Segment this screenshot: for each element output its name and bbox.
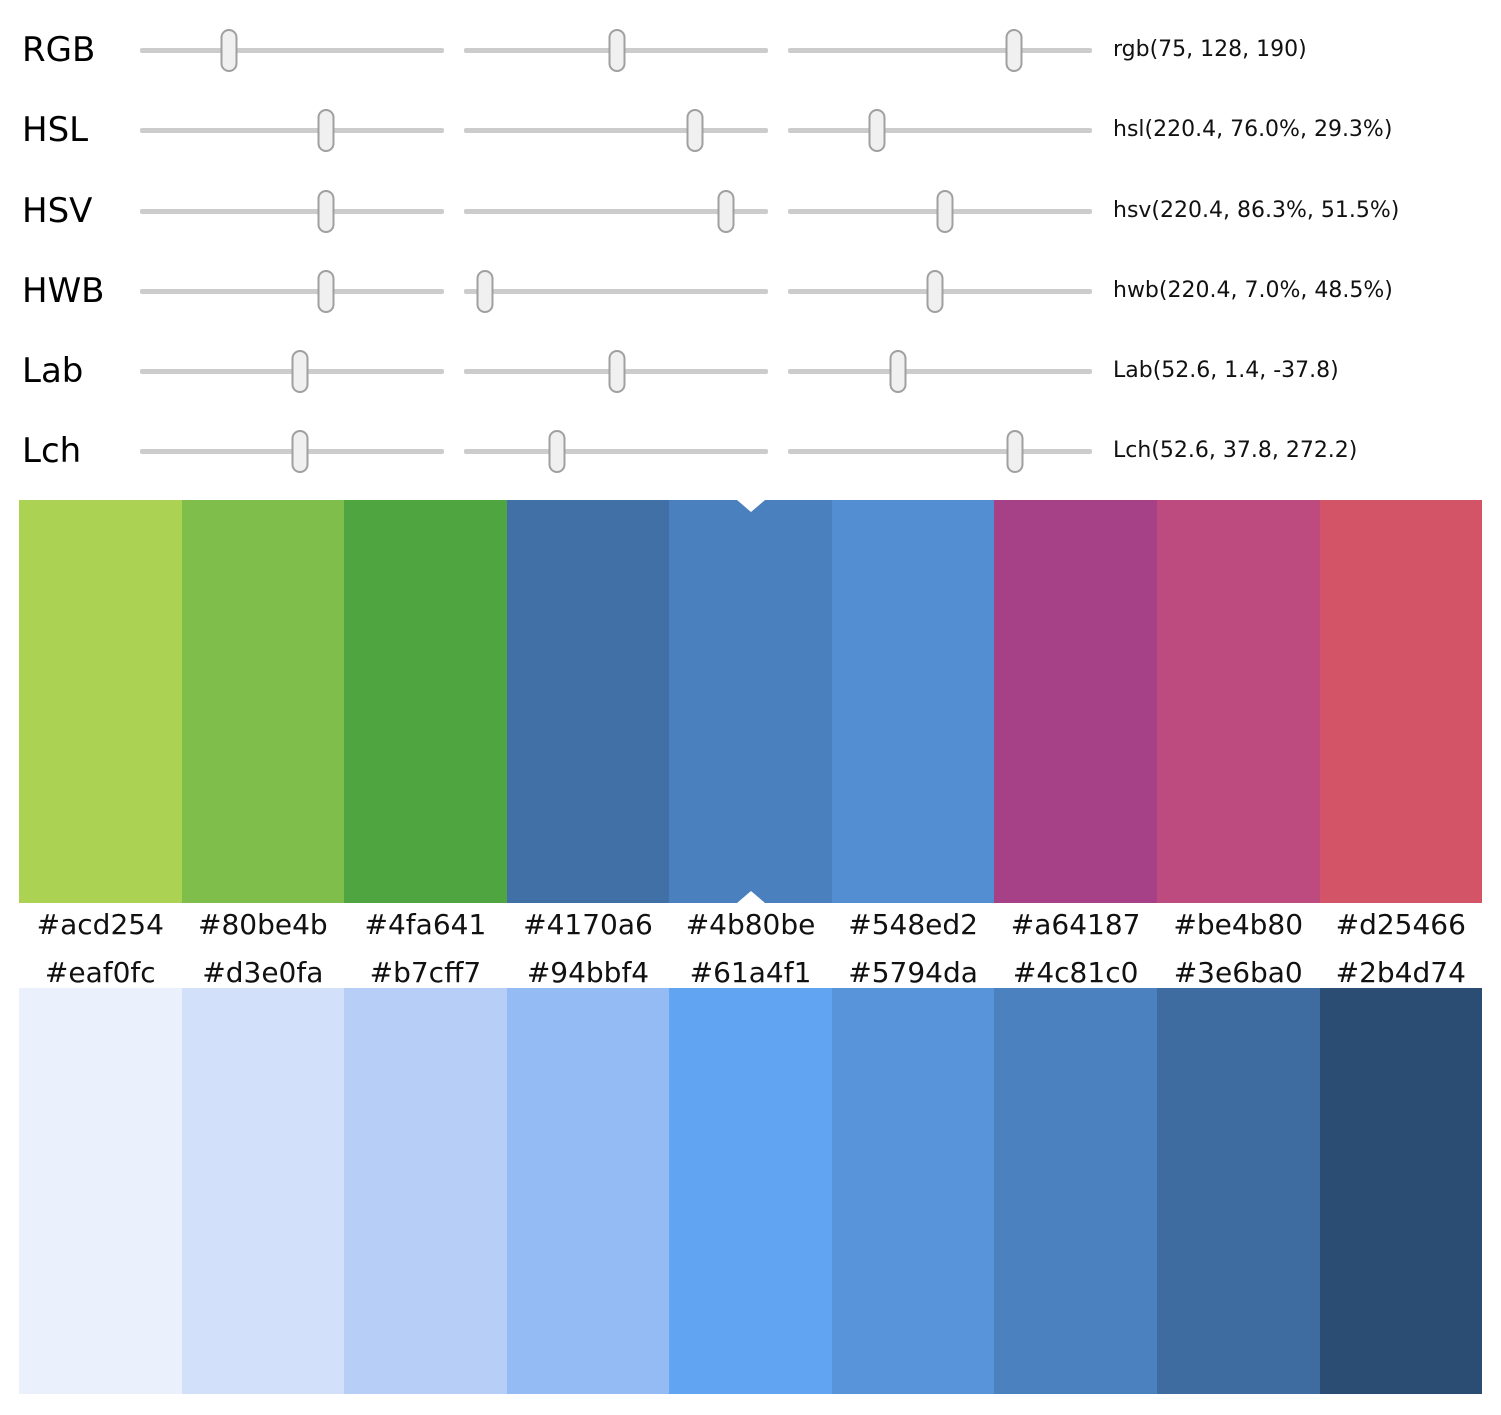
lab-value-label: Lab(52.6, 1.4, -37.8) bbox=[1113, 358, 1339, 383]
rgb-value-label: rgb(75, 128, 190) bbox=[1113, 37, 1307, 62]
scale-swatch-8[interactable] bbox=[1156, 988, 1320, 1394]
lch-l-slider-track[interactable] bbox=[140, 430, 444, 473]
hex-label: #4c81c0 bbox=[1012, 956, 1139, 989]
lab-a-slider-thumb[interactable] bbox=[608, 350, 626, 393]
selected-marker-bottom-icon bbox=[736, 891, 765, 903]
colorspace-label-hwb: HWB bbox=[22, 271, 105, 311]
hsl-hue-slider-track[interactable] bbox=[140, 109, 444, 152]
hsv-value-slider-track[interactable] bbox=[788, 190, 1092, 233]
hex-label: #a64187 bbox=[1010, 908, 1141, 941]
scheme-swatch-3[interactable] bbox=[344, 500, 507, 903]
lab-b-slider-track[interactable] bbox=[788, 350, 1092, 393]
rgb-green-slider-track[interactable] bbox=[464, 29, 768, 72]
rgb-red-slider-thumb[interactable] bbox=[220, 29, 238, 72]
hex-label: #4b80be bbox=[685, 908, 816, 941]
hex-label: #61a4f1 bbox=[689, 956, 812, 989]
hex-label: #d25466 bbox=[1335, 908, 1466, 941]
rgb-blue-slider-track[interactable] bbox=[788, 29, 1092, 72]
hex-label: #be4b80 bbox=[1173, 908, 1304, 941]
slider-row-hsv: HSV hsv(220.4, 86.3%, 51.5%) bbox=[0, 190, 1501, 233]
hwb-hue-slider-thumb[interactable] bbox=[317, 270, 335, 313]
colorspace-label-hsv: HSV bbox=[22, 191, 93, 231]
lch-hue-slider-track[interactable] bbox=[788, 430, 1092, 473]
scale-palette bbox=[19, 988, 1483, 1394]
hex-label: #94bbf4 bbox=[526, 956, 650, 989]
colorspace-label-hsl: HSL bbox=[22, 110, 89, 150]
hex-label: #4170a6 bbox=[523, 908, 653, 941]
lab-l-slider-thumb[interactable] bbox=[291, 350, 309, 393]
hsv-hue-slider-track[interactable] bbox=[140, 190, 444, 233]
hsv-saturation-slider-track[interactable] bbox=[464, 190, 768, 233]
scheme-swatch-8[interactable] bbox=[1156, 500, 1320, 903]
slider-row-hwb: HWB hwb(220.4, 7.0%, 48.5%) bbox=[0, 270, 1501, 313]
hwb-blackness-slider-track[interactable] bbox=[788, 270, 1092, 313]
hsl-hue-slider-thumb[interactable] bbox=[317, 109, 335, 152]
scale-swatch-1[interactable] bbox=[19, 988, 182, 1394]
scheme-swatch-7[interactable] bbox=[994, 500, 1157, 903]
hex-label: #2b4d74 bbox=[1335, 956, 1466, 989]
scale-swatch-9[interactable] bbox=[1319, 988, 1483, 1394]
hex-label: #4fa641 bbox=[364, 908, 487, 941]
scheme-swatch-5-selected[interactable] bbox=[669, 500, 832, 903]
lab-a-slider-track[interactable] bbox=[464, 350, 768, 393]
scheme-swatch-9[interactable] bbox=[1319, 500, 1483, 903]
colorspace-label-rgb: RGB bbox=[22, 30, 96, 70]
hsv-value-label: hsv(220.4, 86.3%, 51.5%) bbox=[1113, 198, 1400, 223]
scale-swatch-3[interactable] bbox=[344, 988, 507, 1394]
scheme-palette bbox=[19, 500, 1483, 903]
hsv-hue-slider-thumb[interactable] bbox=[317, 190, 335, 233]
scale-swatch-6[interactable] bbox=[831, 988, 995, 1394]
slider-row-lab: Lab Lab(52.6, 1.4, -37.8) bbox=[0, 350, 1501, 393]
hex-label: #b7cff7 bbox=[369, 956, 482, 989]
lch-chroma-slider-track[interactable] bbox=[464, 430, 768, 473]
hex-label: #5794da bbox=[848, 956, 978, 989]
scheme-swatch-1[interactable] bbox=[19, 500, 182, 903]
scheme-swatch-4[interactable] bbox=[506, 500, 670, 903]
selected-marker-top-icon bbox=[736, 500, 765, 512]
hwb-whiteness-slider-thumb[interactable] bbox=[476, 270, 494, 313]
hsl-saturation-slider-track[interactable] bbox=[464, 109, 768, 152]
lch-hue-slider-thumb[interactable] bbox=[1006, 430, 1024, 473]
scheme-swatch-2[interactable] bbox=[181, 500, 345, 903]
scale-swatch-2[interactable] bbox=[181, 988, 345, 1394]
colorspace-label-lch: Lch bbox=[22, 431, 82, 471]
colorspace-label-lab: Lab bbox=[22, 351, 84, 391]
scale-swatch-7[interactable] bbox=[994, 988, 1157, 1394]
hwb-hue-slider-track[interactable] bbox=[140, 270, 444, 313]
lch-value-label: Lch(52.6, 37.8, 272.2) bbox=[1113, 438, 1358, 463]
hwb-value-label: hwb(220.4, 7.0%, 48.5%) bbox=[1113, 278, 1393, 303]
lch-l-slider-thumb[interactable] bbox=[291, 430, 309, 473]
hsl-value-label: hsl(220.4, 76.0%, 29.3%) bbox=[1113, 117, 1393, 142]
scale-hex-label-row: #eaf0fc #d3e0fa #b7cff7 #94bbf4 #61a4f1 … bbox=[19, 953, 1482, 993]
hex-label: #acd254 bbox=[36, 908, 164, 941]
scale-swatch-5[interactable] bbox=[669, 988, 832, 1394]
slider-row-lch: Lch Lch(52.6, 37.8, 272.2) bbox=[0, 430, 1501, 473]
hex-label: #eaf0fc bbox=[44, 956, 156, 989]
rgb-blue-slider-thumb[interactable] bbox=[1005, 29, 1023, 72]
hex-label: #3e6ba0 bbox=[1173, 956, 1303, 989]
hsv-saturation-slider-thumb[interactable] bbox=[717, 190, 735, 233]
hsv-value-slider-thumb[interactable] bbox=[936, 190, 954, 233]
hsl-lightness-slider-track[interactable] bbox=[788, 109, 1092, 152]
slider-row-hsl: HSL hsl(220.4, 76.0%, 29.3%) bbox=[0, 109, 1501, 152]
hex-label: #d3e0fa bbox=[202, 956, 324, 989]
hsl-lightness-slider-thumb[interactable] bbox=[868, 109, 886, 152]
hwb-whiteness-slider-track[interactable] bbox=[464, 270, 768, 313]
lab-l-slider-track[interactable] bbox=[140, 350, 444, 393]
scheme-swatch-6[interactable] bbox=[831, 500, 995, 903]
lch-chroma-slider-thumb[interactable] bbox=[548, 430, 566, 473]
hex-label: #80be4b bbox=[198, 908, 328, 941]
hex-label: #548ed2 bbox=[848, 908, 978, 941]
hwb-blackness-slider-thumb[interactable] bbox=[926, 270, 944, 313]
lab-b-slider-thumb[interactable] bbox=[889, 350, 907, 393]
slider-row-rgb: RGB rgb(75, 128, 190) bbox=[0, 29, 1501, 72]
rgb-red-slider-track[interactable] bbox=[140, 29, 444, 72]
scale-swatch-4[interactable] bbox=[506, 988, 670, 1394]
rgb-green-slider-thumb[interactable] bbox=[608, 29, 626, 72]
scheme-hex-label-row: #acd254 #80be4b #4fa641 #4170a6 #4b80be … bbox=[19, 905, 1482, 945]
hsl-saturation-slider-thumb[interactable] bbox=[686, 109, 704, 152]
